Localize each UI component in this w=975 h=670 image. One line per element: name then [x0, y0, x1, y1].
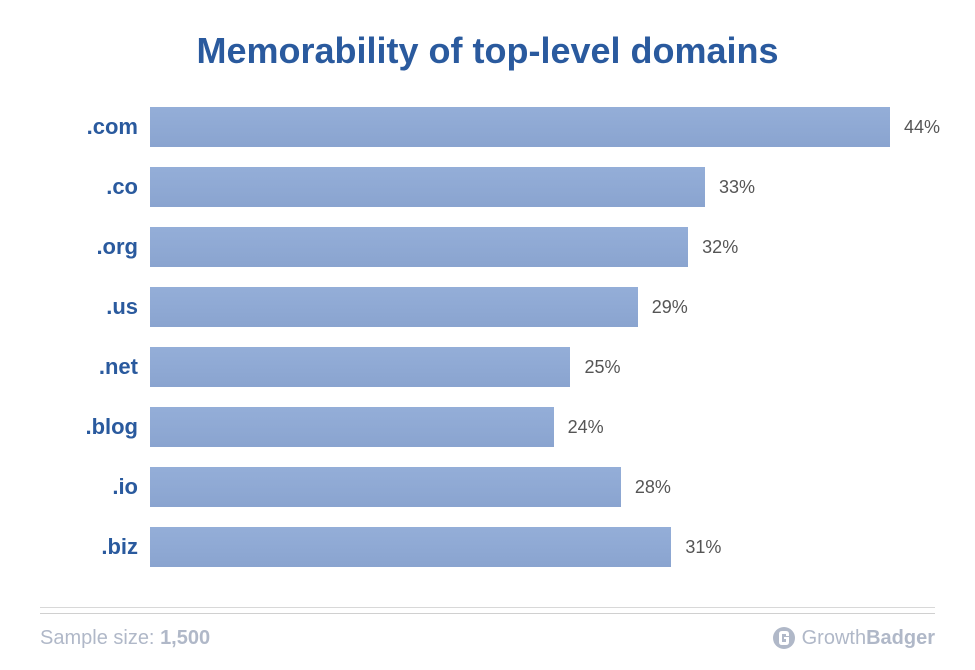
bar — [150, 287, 638, 327]
bar-container: 28% — [150, 467, 935, 507]
bar-row: .us 29% — [40, 287, 935, 327]
category-label: .com — [40, 114, 150, 140]
chart-footer: Sample size: 1,500 GrowthBadger — [40, 613, 935, 650]
bar-container: 29% — [150, 287, 935, 327]
bar — [150, 527, 671, 567]
footer-divider — [40, 607, 935, 608]
category-label: .io — [40, 474, 150, 500]
bar — [150, 167, 705, 207]
chart-title: Memorability of top-level domains — [40, 30, 935, 72]
bar-row: .blog 24% — [40, 407, 935, 447]
brand-text: GrowthBadger — [802, 627, 935, 650]
sample-size-label: Sample size: — [40, 627, 155, 649]
brand-badger: Badger — [866, 627, 935, 649]
value-label: 29% — [652, 297, 688, 318]
bar-container: 31% — [150, 527, 935, 567]
value-label: 33% — [719, 177, 755, 198]
bar — [150, 407, 554, 447]
category-label: .blog — [40, 414, 150, 440]
bar-row: .co 33% — [40, 167, 935, 207]
category-label: .org — [40, 234, 150, 260]
bar-container: 32% — [150, 227, 935, 267]
category-label: .co — [40, 174, 150, 200]
bar-container: 24% — [150, 407, 935, 447]
bar-container: 44% — [150, 107, 940, 147]
value-label: 32% — [702, 237, 738, 258]
category-label: .net — [40, 354, 150, 380]
brand-logo: GrowthBadger — [772, 626, 935, 650]
bar-row: .io 28% — [40, 467, 935, 507]
value-label: 25% — [584, 357, 620, 378]
bar — [150, 227, 688, 267]
bar-row: .biz 31% — [40, 527, 935, 567]
value-label: 28% — [635, 477, 671, 498]
brand-growth: Growth — [802, 627, 866, 649]
category-label: .us — [40, 294, 150, 320]
bar — [150, 347, 570, 387]
value-label: 44% — [904, 117, 940, 138]
value-label: 24% — [568, 417, 604, 438]
bar-container: 25% — [150, 347, 935, 387]
sample-size: Sample size: 1,500 — [40, 627, 210, 650]
sample-size-value: 1,500 — [160, 627, 210, 649]
bar-row: .net 25% — [40, 347, 935, 387]
bar — [150, 107, 890, 147]
bar-container: 33% — [150, 167, 935, 207]
bar-row: .com44% — [40, 107, 935, 147]
bar-chart: .com44% .co 33% .org 32% .us 29% .net 25% .blog 24… — [40, 107, 935, 567]
growthbadger-icon — [772, 626, 796, 650]
bar-row: .org 32% — [40, 227, 935, 267]
value-label: 31% — [685, 537, 721, 558]
bar — [150, 467, 621, 507]
category-label: .biz — [40, 534, 150, 560]
